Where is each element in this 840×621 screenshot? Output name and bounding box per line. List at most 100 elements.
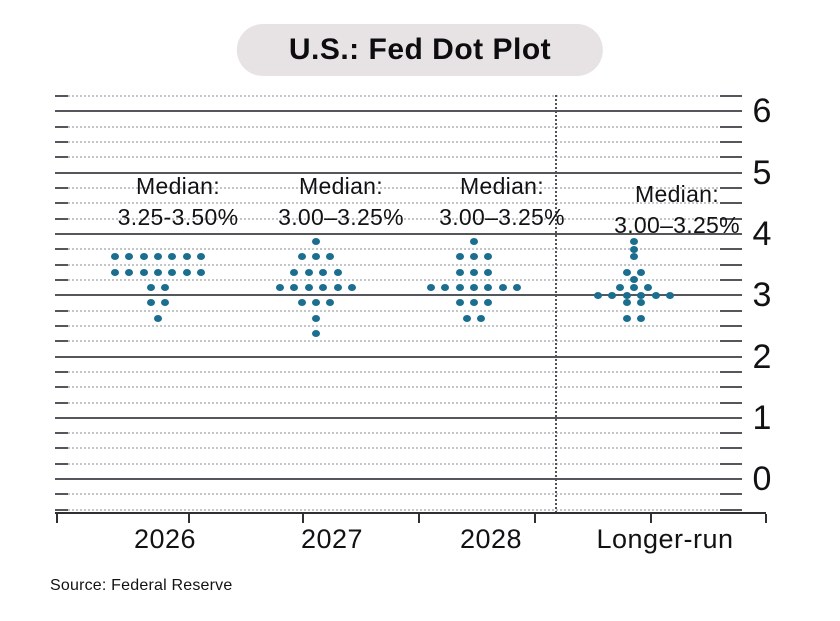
major-gridline xyxy=(55,232,738,235)
projection-dot xyxy=(630,245,638,253)
y-tick-right xyxy=(720,370,742,373)
major-gridline xyxy=(55,355,738,358)
y-tick-right xyxy=(720,294,742,297)
minor-gridline xyxy=(55,217,738,220)
y-tick-left xyxy=(55,217,68,220)
projection-dot xyxy=(484,299,493,307)
y-axis-label: 2 xyxy=(752,337,772,376)
y-tick-right xyxy=(720,340,742,343)
y-tick-right xyxy=(720,432,742,435)
y-tick-right xyxy=(720,202,742,205)
y-tick-left xyxy=(55,401,68,404)
projection-dot xyxy=(297,299,306,307)
y-tick-left xyxy=(55,263,68,266)
minor-gridline xyxy=(55,186,738,189)
y-tick-left xyxy=(55,386,68,389)
projection-dot xyxy=(304,268,313,276)
major-gridline xyxy=(55,416,738,419)
major-gridline xyxy=(55,478,738,481)
y-axis-label: 1 xyxy=(752,398,772,437)
minor-gridline xyxy=(55,324,738,327)
projection-dot xyxy=(125,268,134,276)
y-tick-right xyxy=(720,478,742,481)
plot-area: Median: 3.25-3.50% Median: 3.00–3.25% Median… xyxy=(55,95,767,523)
y-tick-right xyxy=(720,324,742,327)
projection-dot xyxy=(182,253,191,261)
y-tick-left xyxy=(55,478,68,481)
projection-dot xyxy=(498,284,507,292)
median-annotation: Median: 3.00–3.25% xyxy=(278,171,404,233)
projection-dot xyxy=(182,268,191,276)
projection-dot xyxy=(608,291,617,299)
y-tick-left xyxy=(55,278,68,281)
x-axis-line xyxy=(55,512,766,514)
projection-dot xyxy=(622,291,631,299)
minor-gridline xyxy=(55,401,738,404)
y-tick-right xyxy=(720,217,742,220)
projection-dot xyxy=(455,284,464,292)
projection-dot xyxy=(594,291,602,299)
minor-gridline xyxy=(55,386,738,389)
median-prefix: Median: xyxy=(635,181,719,207)
minor-gridline xyxy=(55,493,738,496)
projection-dot xyxy=(290,284,299,292)
median-range: 3.00–3.25% xyxy=(439,204,565,230)
y-tick-left xyxy=(55,416,68,419)
y-tick-right xyxy=(720,309,742,312)
projection-dot xyxy=(312,299,320,307)
projection-dot xyxy=(513,284,522,292)
y-tick-right xyxy=(720,248,742,251)
x-axis-tick xyxy=(56,514,58,523)
x-axis-tick xyxy=(418,514,420,523)
minor-gridline xyxy=(55,370,738,373)
minor-gridline xyxy=(55,95,738,97)
projection-dot xyxy=(651,291,660,299)
projection-dot xyxy=(666,291,674,299)
projection-dot xyxy=(312,330,320,338)
y-tick-left xyxy=(55,202,68,205)
projection-dot xyxy=(348,284,356,292)
projection-dot xyxy=(484,253,493,261)
y-tick-left xyxy=(55,248,68,251)
longer-run-separator xyxy=(555,95,557,513)
minor-gridline xyxy=(55,202,738,205)
projection-dot xyxy=(477,314,486,322)
y-tick-left xyxy=(55,355,68,358)
y-axis-label: 3 xyxy=(752,276,772,315)
y-tick-left xyxy=(55,340,68,343)
y-tick-right xyxy=(720,125,742,128)
projection-dot xyxy=(637,314,646,322)
projection-dot xyxy=(630,284,638,292)
y-tick-left xyxy=(55,294,68,297)
y-axis-label: 0 xyxy=(752,460,772,499)
y-tick-right xyxy=(720,447,742,450)
projection-dot xyxy=(197,253,206,261)
minor-gridline xyxy=(55,125,738,128)
projection-dot xyxy=(426,284,435,292)
y-tick-left xyxy=(55,370,68,373)
projection-dot xyxy=(333,268,342,276)
projection-dot xyxy=(319,268,328,276)
projection-dot xyxy=(622,299,631,307)
projection-dot xyxy=(154,253,162,261)
major-gridline xyxy=(55,294,738,297)
major-gridline xyxy=(55,110,738,113)
y-tick-left xyxy=(55,462,68,465)
projection-dot xyxy=(139,268,148,276)
minor-gridline xyxy=(55,263,738,266)
projection-dot xyxy=(161,284,170,292)
projection-dot xyxy=(326,253,335,261)
y-tick-left xyxy=(55,110,68,113)
y-tick-right xyxy=(720,416,742,419)
projection-dot xyxy=(455,253,464,261)
projection-dot xyxy=(630,253,638,261)
x-axis-label-longer-run: Longer-run xyxy=(596,524,734,554)
projection-dot xyxy=(110,268,119,276)
y-tick-right xyxy=(720,186,742,189)
projection-dot xyxy=(125,253,134,261)
y-axis-label: 6 xyxy=(752,92,772,131)
median-range: 3.00–3.25% xyxy=(278,204,404,230)
y-tick-left xyxy=(55,232,68,235)
y-tick-right xyxy=(720,232,742,235)
